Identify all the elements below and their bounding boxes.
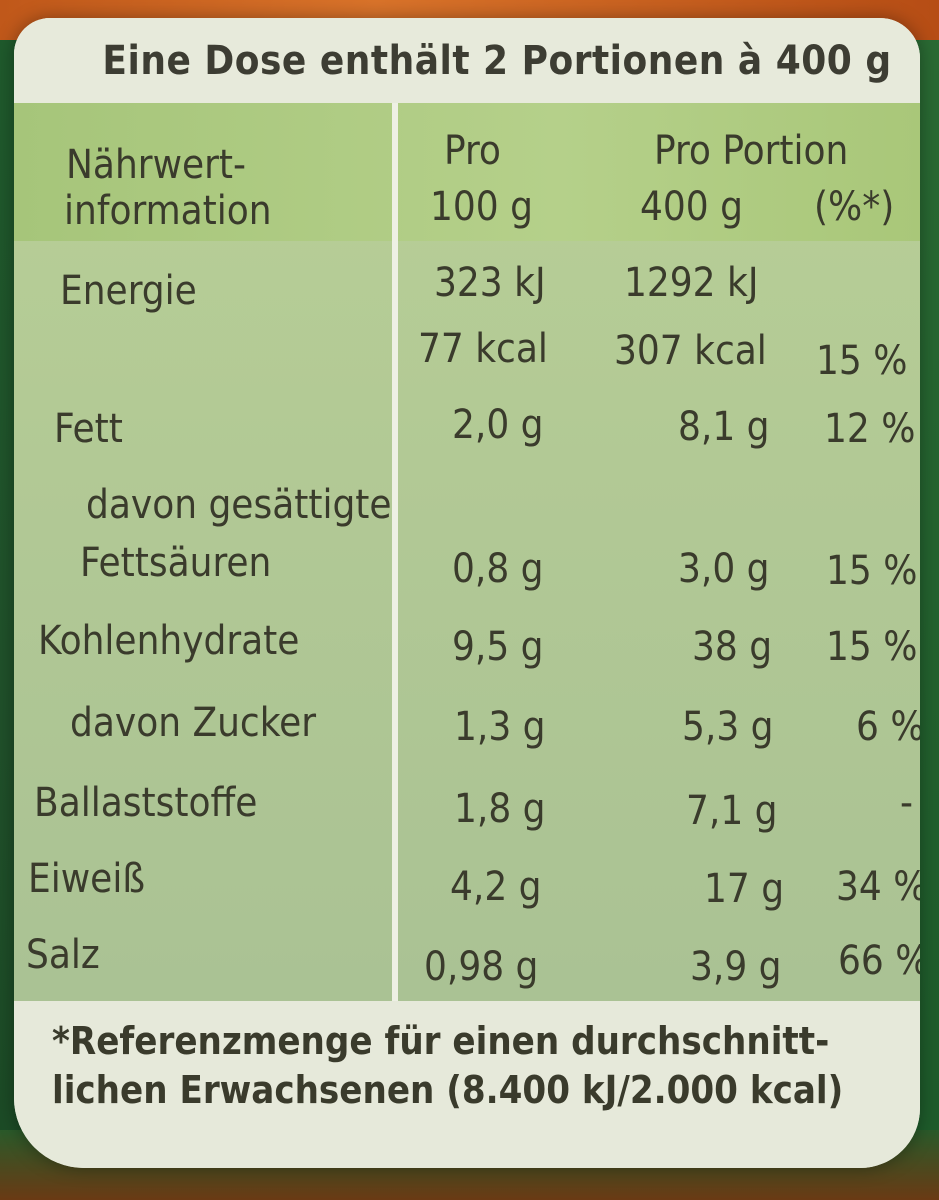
cell-fett-pct: 12 % — [824, 406, 916, 452]
cell-kohlenhydrate-100: 9,5 g — [452, 624, 544, 670]
cell-kohlenhydrate-pct: 15 % — [826, 624, 918, 670]
row-label-eiweiss: Eiweiß — [28, 856, 145, 902]
cell-eiweiss-portion: 17 g — [704, 866, 785, 912]
row-label-kohlenhydrate: Kohlenhydrate — [38, 618, 300, 664]
nutrition-label: Eine Dose enthält 2 Portionen à 400 g Nä… — [14, 18, 920, 1168]
cell-fettsaeuren-portion: 3,0 g — [678, 546, 770, 592]
footnote-line2: lichen Erwachsenen (8.400 kJ/2.000 kcal) — [52, 1067, 844, 1112]
cell-salz-100: 0,98 g — [424, 944, 539, 990]
header-perportion-line2: 400 g — [640, 184, 743, 230]
row-label-salz: Salz — [26, 932, 100, 978]
cell-energie-kcal-portion: 307 kcal — [614, 328, 767, 374]
header-percent: (%*) — [814, 184, 895, 230]
cell-salz-portion: 3,9 g — [690, 944, 782, 990]
serving-info: Eine Dose enthält 2 Portionen à 400 g — [14, 18, 920, 103]
cell-energie-kj-portion: 1292 kJ — [624, 260, 759, 306]
cell-ballaststoffe-pct: - — [900, 780, 913, 826]
cell-eiweiss-100: 4,2 g — [450, 864, 542, 910]
row-label-gesaettigte: davon gesättigte — [86, 482, 392, 528]
cell-salz-pct: 66 % — [838, 938, 920, 984]
cell-energie-kcal-100: 77 kcal — [418, 326, 548, 372]
cell-fett-100: 2,0 g — [452, 402, 544, 448]
footnote: *Referenzmenge für einen durchschnitt- l… — [14, 1001, 920, 1168]
table-header — [14, 103, 920, 241]
header-per100-line2: 100 g — [430, 184, 533, 230]
header-per100-line1: Pro — [444, 128, 501, 174]
column-divider — [392, 103, 398, 1001]
footnote-line1: *Referenzmenge für einen durchschnitt- — [52, 1019, 830, 1063]
cell-energie-pct: 15 % — [816, 338, 908, 384]
row-label-fett: Fett — [54, 406, 123, 452]
row-label-fettsaeuren: Fettsäuren — [80, 540, 272, 586]
cell-zucker-portion: 5,3 g — [682, 704, 774, 750]
header-nutrition-line2: information — [64, 188, 272, 234]
header-nutrition-line1: Nährwert- — [66, 142, 247, 188]
cell-zucker-100: 1,3 g — [454, 704, 546, 750]
cell-fettsaeuren-100: 0,8 g — [452, 546, 544, 592]
header-perportion-line1: Pro Portion — [654, 128, 849, 174]
cell-energie-kj-100: 323 kJ — [434, 260, 546, 306]
cell-kohlenhydrate-portion: 38 g — [692, 624, 773, 670]
cell-ballaststoffe-portion: 7,1 g — [686, 788, 778, 834]
nutrition-table: Nährwert- information Pro 100 g Pro Port… — [14, 103, 920, 1001]
cell-eiweiss-pct: 34 % — [836, 864, 920, 910]
cell-zucker-pct: 6 % — [856, 704, 920, 750]
cell-fett-portion: 8,1 g — [678, 404, 770, 450]
cell-ballaststoffe-100: 1,8 g — [454, 786, 546, 832]
row-label-energie: Energie — [60, 268, 197, 314]
cell-fettsaeuren-pct: 15 % — [826, 548, 918, 594]
row-label-zucker: davon Zucker — [70, 700, 317, 746]
row-label-ballaststoffe: Ballaststoffe — [34, 780, 258, 826]
